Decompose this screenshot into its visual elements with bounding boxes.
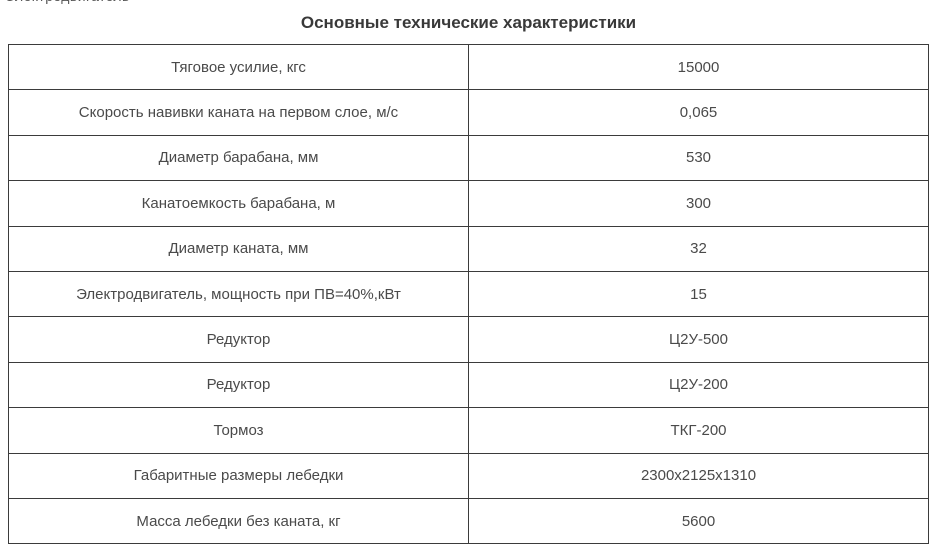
spec-label-cell: Редуктор — [8, 361, 469, 409]
spec-value-cell: 2300х2125х1310 — [468, 452, 929, 499]
cropped-text: Электродвигатель — [5, 0, 130, 5]
spec-label-cell: Габаритные размеры лебедки — [8, 452, 469, 499]
spec-label-cell: Скорость навивки каната на первом слое, … — [8, 89, 469, 136]
cropped-text-line: Электродвигатель — [5, 0, 130, 5]
spec-value-cell: 15000 — [468, 43, 929, 91]
specs-table: Тяговое усилие, кгс 15000 Скорость навив… — [8, 43, 929, 545]
table-row: Диаметр барабана, мм 530 — [8, 134, 929, 182]
spec-value-cell: 300 — [468, 180, 929, 227]
table-row: Редуктор Ц2У-200 — [8, 361, 929, 409]
spec-value-cell: 32 — [468, 225, 929, 272]
spec-label-cell: Тормоз — [8, 407, 469, 454]
spec-label-cell: Канатоемкость барабана, м — [8, 180, 469, 227]
table-row: Скорость навивки каната на первом слое, … — [8, 89, 929, 136]
specs-table-body: Тяговое усилие, кгс 15000 Скорость навив… — [8, 43, 929, 545]
table-row: Масса лебедки без каната, кг 5600 — [8, 497, 929, 545]
spec-value-cell: 15 — [468, 270, 929, 318]
spec-label-cell: Диаметр каната, мм — [8, 225, 469, 272]
table-row: Редуктор Ц2У-500 — [8, 316, 929, 363]
spec-label-cell: Тяговое усилие, кгс — [8, 43, 469, 91]
table-row: Электродвигатель, мощность при ПВ=40%,кВ… — [8, 270, 929, 318]
spec-value-cell: 0,065 — [468, 89, 929, 136]
spec-label-cell: Диаметр барабана, мм — [8, 134, 469, 182]
table-row: Тяговое усилие, кгс 15000 — [8, 43, 929, 91]
spec-value-cell: 530 — [468, 134, 929, 182]
page-title: Основные технические характеристики — [300, 13, 637, 32]
spec-value-cell: 5600 — [468, 497, 929, 545]
spec-label-cell: Масса лебедки без каната, кг — [8, 497, 469, 545]
spec-label-cell: Редуктор — [8, 316, 469, 363]
table-row: Диаметр каната, мм 32 — [8, 225, 929, 272]
table-row: Габаритные размеры лебедки 2300х2125х131… — [8, 452, 929, 499]
table-row: Канатоемкость барабана, м 300 — [8, 180, 929, 227]
table-row: Тормоз ТКГ-200 — [8, 407, 929, 454]
spec-value-cell: ТКГ-200 — [468, 407, 929, 454]
spec-value-cell: Ц2У-500 — [468, 316, 929, 363]
spec-label-cell: Электродвигатель, мощность при ПВ=40%,кВ… — [8, 270, 469, 318]
spec-value-cell: Ц2У-200 — [468, 361, 929, 409]
